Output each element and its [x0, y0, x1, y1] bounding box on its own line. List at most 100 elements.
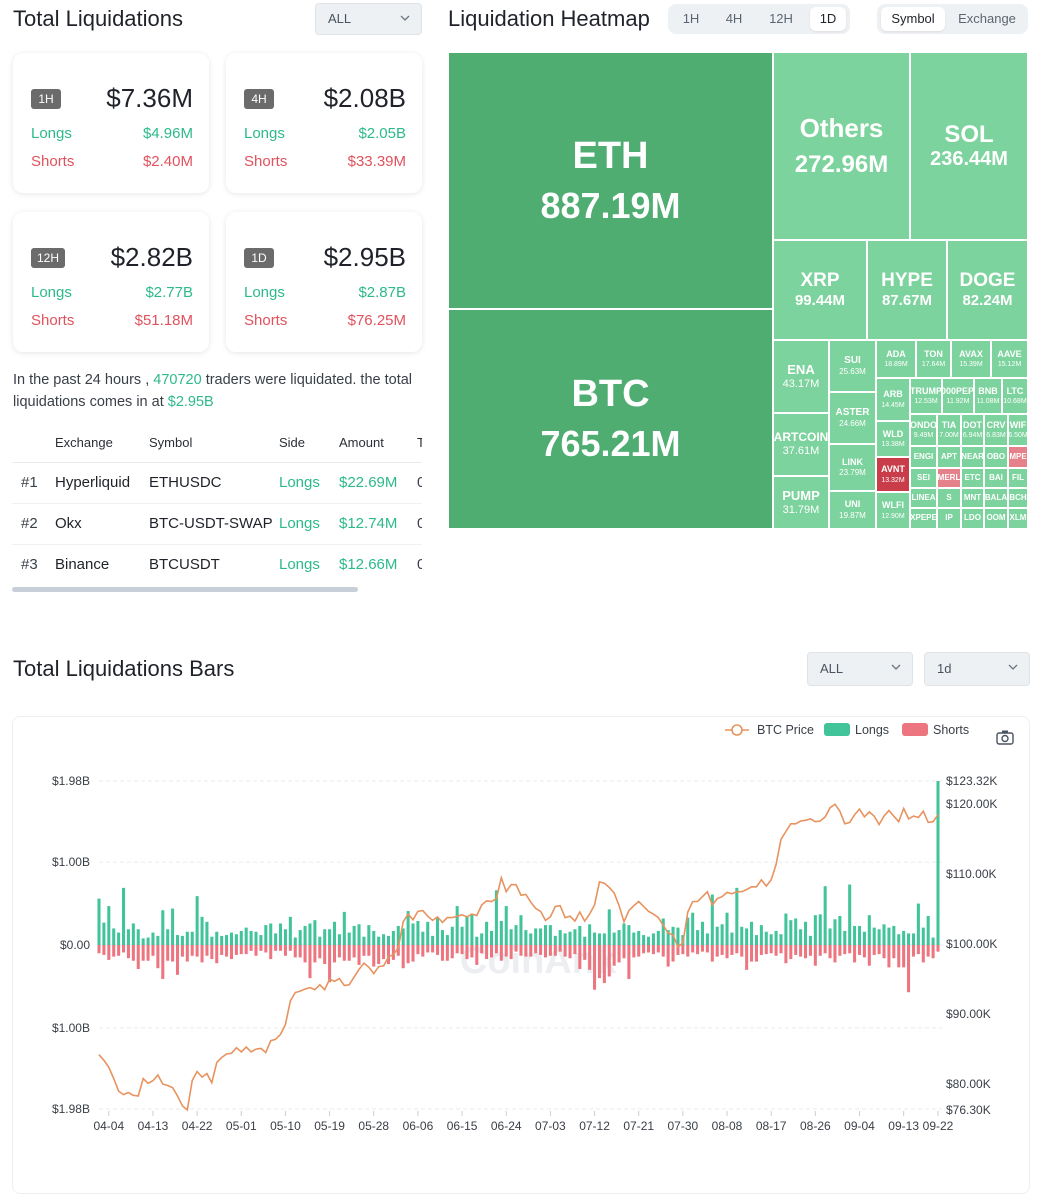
heatmap-tile-near[interactable]: NEAR: [961, 446, 984, 468]
longs-bar: [543, 925, 548, 945]
heatmap-tile-avax[interactable]: AVAX 15.39M: [951, 340, 991, 378]
heatmap-period-12h[interactable]: 12H: [769, 11, 793, 26]
table-row[interactable]: #2 Okx BTC-USDT-SWAP Longs $12.74M 09: [12, 503, 422, 544]
table-row[interactable]: #1 Hyperliquid ETHUSDC Longs $22.69M 09: [12, 462, 422, 503]
heatmap-tile-ton[interactable]: TON 17.64M: [916, 340, 951, 378]
heatmap-tile-symbol: ENGI: [913, 451, 934, 461]
longs-bar: [332, 921, 337, 945]
heatmap-mode-symbol[interactable]: Symbol: [881, 7, 945, 31]
heatmap-tile-engi[interactable]: ENGI: [910, 446, 937, 468]
heatmap-tile-arb[interactable]: ARB 14.45M: [876, 378, 910, 421]
heatmap-tile-xlm[interactable]: XLM: [1008, 508, 1028, 529]
heatmap-mode-exchange[interactable]: Exchange: [958, 11, 1016, 26]
longs-bar: [117, 932, 121, 945]
shorts-bar: [141, 945, 145, 961]
longs-bar: [725, 912, 729, 945]
heatmap-tile-bch[interactable]: BCH: [1008, 488, 1028, 508]
heatmap-tile-others[interactable]: Others 272.96M: [773, 52, 910, 240]
heatmap-tile-value: 12.53M: [914, 398, 938, 406]
heatmap-tile-wif[interactable]: WIF 6.50M: [1008, 414, 1028, 446]
heatmap-tile-wlfi[interactable]: WLFI 12.90M: [876, 492, 910, 529]
heatmap-tile-sol[interactable]: SOL 236.44M: [910, 52, 1028, 240]
heatmap-tile-symbol: ETH: [572, 134, 649, 177]
bars-interval[interactable]: 1d: [924, 652, 1030, 686]
heatmap-tile-ada[interactable]: ADA 18.89M: [876, 340, 916, 378]
shorts-bar: [808, 945, 812, 956]
heatmap-tile-xrp[interactable]: XRP 99.44M: [773, 240, 867, 340]
longs-bar: [563, 933, 567, 945]
legend-btc-price[interactable]: BTC Price: [725, 723, 814, 737]
heatmap-tile-symbol: PUMP: [782, 487, 820, 503]
heatmap-tile-eth[interactable]: ETH 887.19M: [448, 52, 773, 309]
heatmap-tile-uni[interactable]: UNI 19.87M: [829, 491, 876, 529]
bars-filter[interactable]: ALL: [807, 652, 913, 686]
heatmap-tile-symbol: NEAR: [961, 451, 984, 461]
legend-longs[interactable]: Longs: [824, 723, 889, 737]
longs-bar: [396, 925, 400, 945]
longs-bar: [249, 930, 253, 945]
camera-icon[interactable]: [996, 730, 1014, 745]
heatmap-period-1d[interactable]: 1D: [810, 7, 846, 31]
heatmap-tile-pump[interactable]: PUMP 31.79M: [773, 476, 829, 529]
shorts-bar: [661, 945, 665, 957]
heatmap-tile-bala[interactable]: BALA: [984, 488, 1008, 508]
table-row[interactable]: #3 Binance BTCUSDT Longs $12.66M 09: [12, 544, 422, 585]
heatmap-tile-sui[interactable]: SUI 25.63M: [829, 340, 876, 392]
longs-bar: [548, 925, 552, 945]
heatmap-tile-1000pepe[interactable]: 1000PEPE 11.92M: [942, 378, 974, 414]
heatmap-tile-merl[interactable]: MERL: [937, 468, 961, 488]
heatmap-tile-doge[interactable]: DOGE 82.24M: [947, 240, 1028, 340]
heatmap-tile-aave[interactable]: AAVE 15.12M: [991, 340, 1028, 378]
heatmap-tile-s[interactable]: S: [937, 488, 961, 508]
heatmap-tile-hype[interactable]: HYPE 87.67M: [867, 240, 947, 340]
longs-bar: [166, 929, 170, 945]
heatmap-period-1h[interactable]: 1H: [682, 11, 700, 26]
heatmap-tile-artcoin[interactable]: ARTCOIN 37.61M: [773, 413, 829, 476]
heatmap-tile-dot[interactable]: DOT 6.94M: [961, 414, 984, 446]
shorts-bar: [509, 945, 513, 960]
longs-bar: [279, 923, 283, 945]
heatmap-tile-symbol: WLFI: [882, 500, 904, 511]
longs-bar: [715, 926, 719, 945]
top-liquidations-table[interactable]: Exchange Symbol Side Amount Ti #1 Hyperl…: [12, 424, 422, 594]
left-axis-label: $0.00: [60, 938, 90, 952]
table-horizontal-scrollbar[interactable]: [12, 587, 358, 592]
heatmap-tile-trump[interactable]: TRUMP 12.53M: [910, 378, 942, 414]
heatmap-tile-wld[interactable]: WLD 13.38M: [876, 421, 910, 457]
heatmap-tile-oom[interactable]: OOM: [984, 508, 1008, 529]
heatmap-tile-linea[interactable]: LINEA: [910, 488, 937, 508]
shorts-bar: [342, 945, 346, 961]
heatmap-tile-sei[interactable]: SEI: [910, 468, 937, 488]
heatmap-tile-ena[interactable]: ENA 43.17M: [773, 340, 829, 413]
longs-bar: [436, 917, 440, 945]
shorts-bar: [656, 945, 660, 953]
heatmap-tile-ondo[interactable]: ONDO 9.49M: [910, 414, 937, 446]
heatmap-period-4h[interactable]: 4H: [725, 11, 743, 26]
total-liquidations-filter[interactable]: ALL: [315, 3, 422, 35]
longs-bar: [195, 896, 199, 945]
heatmap-tile-mnt[interactable]: MNT: [961, 488, 984, 508]
heatmap-tile-tia[interactable]: TIA 7.00M: [937, 414, 961, 446]
shorts-bar: [279, 945, 283, 951]
heatmap-tile-ip[interactable]: IP: [937, 508, 961, 529]
heatmap-tile-btc[interactable]: BTC 765.21M: [448, 309, 773, 529]
heatmap-tile-etc[interactable]: ETC: [961, 468, 984, 488]
heatmap-tile-bai[interactable]: BAI: [984, 468, 1008, 488]
heatmap-tile-symbol: LTC: [1006, 385, 1024, 396]
heatmap-tile-xpepe[interactable]: XPEPE: [910, 508, 937, 529]
longs-bar: [323, 929, 327, 945]
heatmap-tile-apt[interactable]: APT: [937, 446, 961, 468]
heatmap-tile-avnt[interactable]: AVNT 13.32M: [876, 457, 910, 492]
card-longs-value: $2.87B: [358, 284, 406, 301]
heatmap-tile-mpe[interactable]: MPE: [1008, 446, 1028, 468]
heatmap-tile-aster[interactable]: ASTER 24.66M: [829, 392, 876, 444]
heatmap-tile-crv[interactable]: CRV 6.83M: [984, 414, 1008, 446]
heatmap-tile-fil[interactable]: FIL: [1008, 468, 1028, 488]
heatmap-tile-obo[interactable]: OBO: [984, 446, 1008, 468]
heatmap-tile-bnb[interactable]: BNB 11.08M: [974, 378, 1002, 414]
heatmap-tile-ldo[interactable]: LDO: [961, 508, 984, 529]
legend-shorts[interactable]: Shorts: [902, 723, 969, 737]
row-time: 09: [417, 474, 422, 491]
heatmap-tile-link[interactable]: LINK 23.79M: [829, 444, 876, 491]
heatmap-tile-ltc[interactable]: LTC 10.68M: [1002, 378, 1028, 414]
